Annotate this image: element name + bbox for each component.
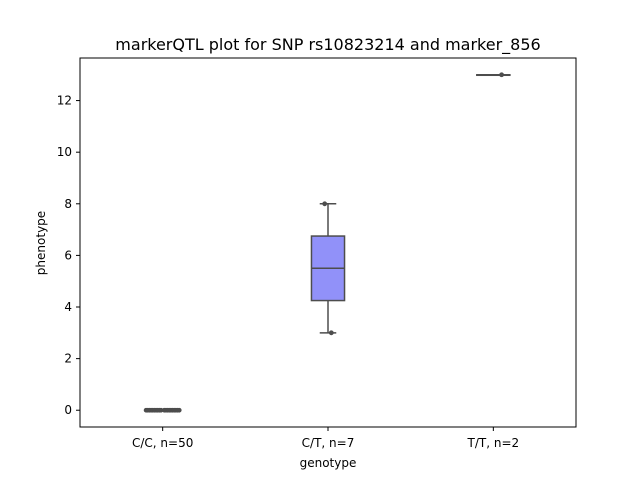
box-group <box>476 72 511 78</box>
x-axis-label: genotype <box>300 456 357 470</box>
y-axis: 0 2 4 6 8 10 12 <box>57 94 80 417</box>
outlier-point <box>176 407 182 413</box>
x-tick-label: C/T, n=7 <box>302 436 355 450</box>
x-tick-label: T/T, n=2 <box>467 436 520 450</box>
x-tick-label: C/C, n=50 <box>132 436 193 450</box>
outlier-point <box>322 201 328 207</box>
chart-title: markerQTL plot for SNP rs10823214 and ma… <box>115 35 540 55</box>
box-group <box>310 201 346 336</box>
y-axis-label: phenotype <box>34 211 48 275</box>
y-tick-label: 2 <box>64 352 72 366</box>
y-tick-label: 6 <box>64 248 72 262</box>
x-axis: C/C, n=50 C/T, n=7 T/T, n=2 <box>132 427 519 450</box>
y-tick-label: 12 <box>57 94 72 108</box>
y-tick-label: 8 <box>64 197 72 211</box>
y-tick-label: 10 <box>57 145 72 159</box>
y-tick-label: 4 <box>64 300 72 314</box>
box-series <box>143 72 511 413</box>
outlier-point <box>158 407 164 413</box>
y-tick-label: 0 <box>64 403 72 417</box>
box-group <box>143 407 182 413</box>
outlier-point <box>328 330 334 336</box>
outlier-point <box>499 72 504 78</box>
